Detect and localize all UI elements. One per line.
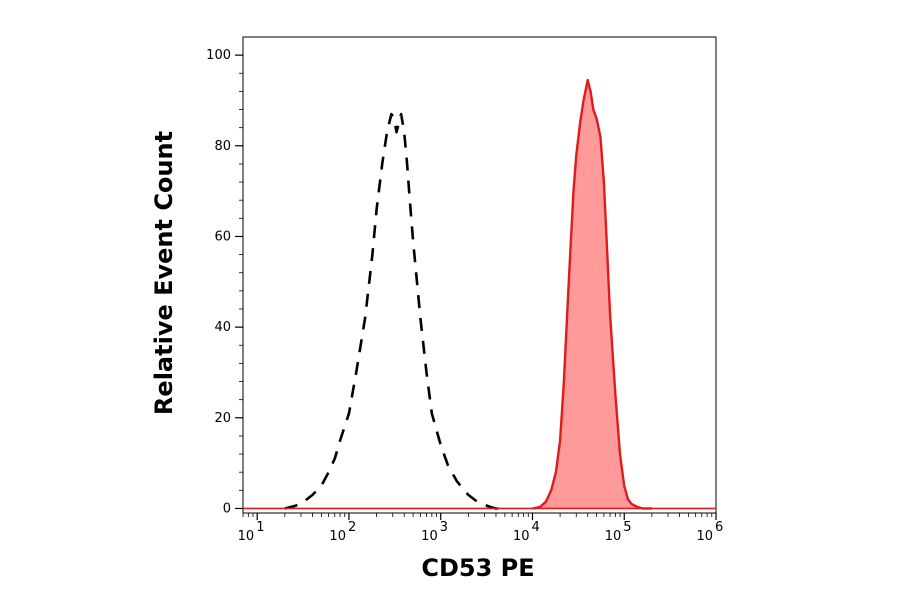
y-tick-label: 20 xyxy=(214,411,231,426)
x-tick-label: 10 xyxy=(238,529,255,544)
x-tick-label: 10 xyxy=(696,529,713,544)
y-minor-ticks xyxy=(239,72,243,491)
x-tick-exponent: 6 xyxy=(715,520,723,535)
y-tick-label: 80 xyxy=(214,139,231,154)
x-tick-exponent: 2 xyxy=(348,520,356,535)
x-tick-label: 10 xyxy=(605,529,622,544)
x-tick-label: 10 xyxy=(329,529,346,544)
x-tick-exponent: 5 xyxy=(623,520,631,535)
series-1-fill xyxy=(532,80,652,509)
y-axis-title: Relative Event Count xyxy=(150,131,178,415)
series-1-line xyxy=(532,78,652,510)
y-tick-label: 40 xyxy=(214,320,231,335)
x-tick-exponent: 4 xyxy=(531,520,539,535)
series-0-line xyxy=(284,112,505,510)
x-tick-label: 10 xyxy=(513,529,530,544)
series-layer xyxy=(243,78,716,510)
x-axis-title: CD53 PE xyxy=(421,554,534,582)
x-tick-exponent: 1 xyxy=(256,520,264,535)
plot-frame xyxy=(242,36,717,514)
y-tick-label: 60 xyxy=(214,229,231,244)
y-tick-label: 100 xyxy=(206,48,231,63)
y-tick-label: 0 xyxy=(223,501,231,516)
x-tick-exponent: 3 xyxy=(440,520,448,535)
x-tick-label: 10 xyxy=(421,529,438,544)
y-axis: 0 20 40 60 80 100 xyxy=(206,48,243,516)
